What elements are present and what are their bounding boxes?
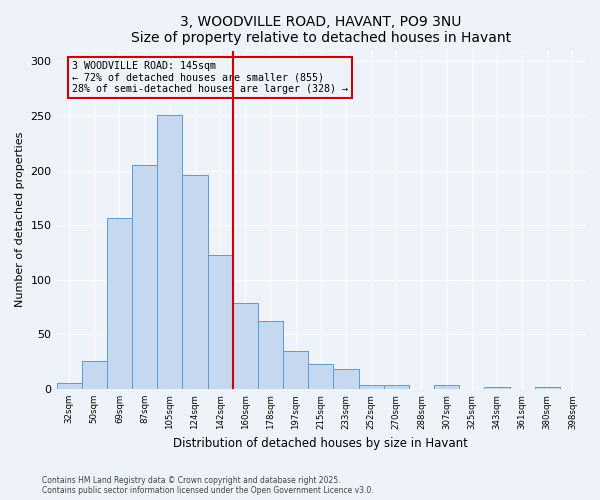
Text: Contains HM Land Registry data © Crown copyright and database right 2025.
Contai: Contains HM Land Registry data © Crown c…: [42, 476, 374, 495]
Bar: [434, 384, 459, 389]
Bar: [283, 350, 308, 389]
X-axis label: Distribution of detached houses by size in Havant: Distribution of detached houses by size …: [173, 437, 468, 450]
Bar: [107, 218, 132, 389]
Title: 3, WOODVILLE ROAD, HAVANT, PO9 3NU
Size of property relative to detached houses : 3, WOODVILLE ROAD, HAVANT, PO9 3NU Size …: [131, 15, 511, 45]
Bar: [258, 322, 283, 389]
Bar: [82, 360, 107, 389]
Y-axis label: Number of detached properties: Number of detached properties: [15, 132, 25, 308]
Bar: [383, 384, 409, 389]
Bar: [359, 384, 383, 389]
Bar: [233, 302, 258, 389]
Bar: [484, 386, 509, 389]
Bar: [535, 386, 560, 389]
Text: 3 WOODVILLE ROAD: 145sqm
← 72% of detached houses are smaller (855)
28% of semi-: 3 WOODVILLE ROAD: 145sqm ← 72% of detach…: [73, 60, 349, 94]
Bar: [157, 115, 182, 389]
Bar: [132, 165, 157, 389]
Bar: [56, 384, 82, 389]
Bar: [208, 254, 233, 389]
Bar: [308, 364, 334, 389]
Bar: [182, 175, 208, 389]
Bar: [334, 370, 359, 389]
